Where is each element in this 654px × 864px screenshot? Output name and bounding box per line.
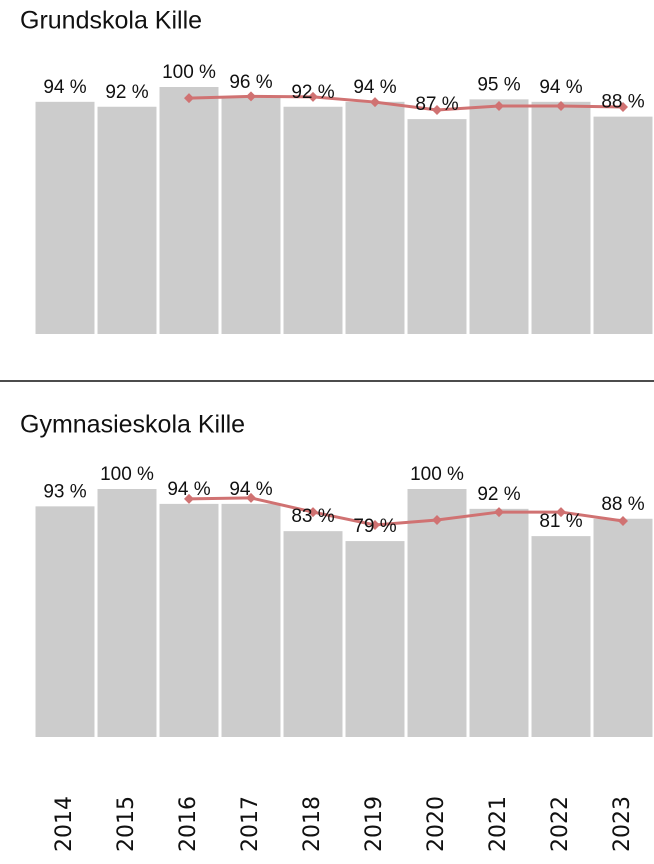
data-label: 94 % (539, 77, 582, 98)
data-label: 100 % (162, 62, 216, 83)
data-label: 88 % (601, 92, 644, 113)
data-label: 92 % (291, 82, 334, 103)
bar (407, 119, 467, 334)
line-marker (308, 91, 318, 102)
line-marker (556, 101, 566, 112)
bar (35, 506, 95, 737)
bar (221, 96, 281, 334)
x-tick-label: 2023 (610, 796, 635, 852)
data-label: 94 % (353, 77, 396, 98)
line-marker (308, 507, 318, 518)
x-tick-label: 2014 (52, 796, 77, 852)
bar (345, 101, 405, 334)
data-label: 94 % (229, 479, 272, 500)
bar (97, 106, 157, 334)
line-marker (184, 93, 194, 104)
data-label: 100 % (410, 464, 464, 485)
bar (159, 503, 219, 737)
data-label: 87 % (415, 94, 458, 115)
data-label: 95 % (477, 74, 520, 95)
bar (469, 508, 529, 737)
line-marker (246, 492, 256, 503)
line-marker (618, 102, 628, 113)
data-label: 79 % (353, 516, 396, 537)
bar (283, 531, 343, 737)
data-label: 94 % (167, 479, 210, 500)
x-tick-label: 2020 (424, 796, 449, 852)
bar (469, 99, 529, 334)
bar (531, 536, 591, 737)
bar (593, 518, 653, 737)
line (188, 94, 624, 112)
bar (593, 116, 653, 334)
data-label: 92 % (477, 484, 520, 505)
line-marker (246, 91, 256, 102)
x-tick-label: 2018 (300, 796, 325, 852)
chart-title: Grundskola Kille (20, 7, 202, 35)
x-tick-label: 2022 (548, 796, 573, 852)
line-marker (618, 515, 628, 526)
data-label: 81 % (539, 511, 582, 532)
x-tick-label: 2021 (486, 796, 511, 852)
line-marker (370, 97, 380, 108)
x-tick-label: 2019 (362, 796, 387, 852)
data-label: 92 % (105, 82, 148, 103)
data-label: 93 % (43, 481, 86, 502)
x-tick-label: 2017 (238, 796, 263, 852)
chart-title: Gymnasieskola Kille (20, 411, 245, 439)
data-label: 100 % (100, 464, 154, 485)
line-marker (184, 493, 194, 504)
line-marker (432, 515, 442, 525)
line-marker (494, 101, 504, 112)
line-marker (370, 519, 380, 530)
bar (531, 101, 591, 334)
line (188, 496, 624, 527)
data-label: 96 % (229, 72, 272, 93)
bar (345, 541, 405, 737)
data-label: 88 % (601, 494, 644, 515)
line-marker (432, 104, 442, 115)
line-marker (556, 507, 566, 518)
data-label: 94 % (43, 77, 86, 98)
bar (35, 101, 95, 334)
line-marker (494, 507, 504, 518)
bar (407, 489, 467, 737)
bar (283, 106, 343, 334)
x-tick-label: 2016 (176, 796, 201, 852)
bar (159, 87, 219, 334)
bar (97, 489, 157, 737)
data-label: 83 % (291, 506, 334, 527)
x-tick-label: 2015 (114, 796, 139, 852)
bar (221, 503, 281, 737)
